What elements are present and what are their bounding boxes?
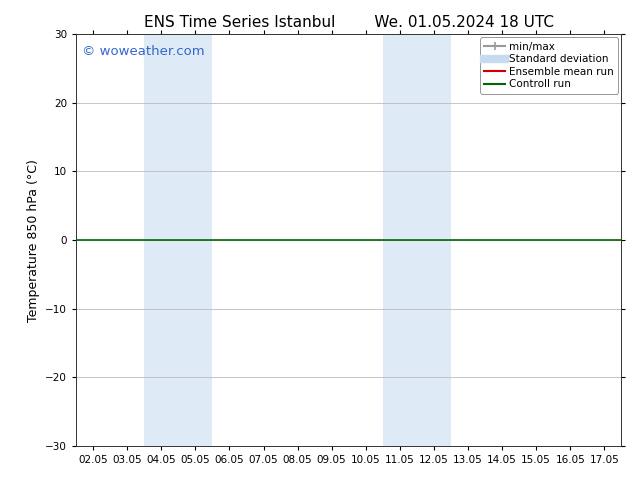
Legend: min/max, Standard deviation, Ensemble mean run, Controll run: min/max, Standard deviation, Ensemble me… — [480, 37, 618, 94]
Y-axis label: Temperature 850 hPa (°C): Temperature 850 hPa (°C) — [27, 159, 39, 321]
Bar — [144, 34, 212, 446]
Bar — [383, 34, 451, 446]
Title: ENS Time Series Istanbul        We. 01.05.2024 18 UTC: ENS Time Series Istanbul We. 01.05.2024 … — [144, 15, 553, 30]
Text: © woweather.com: © woweather.com — [82, 45, 204, 58]
